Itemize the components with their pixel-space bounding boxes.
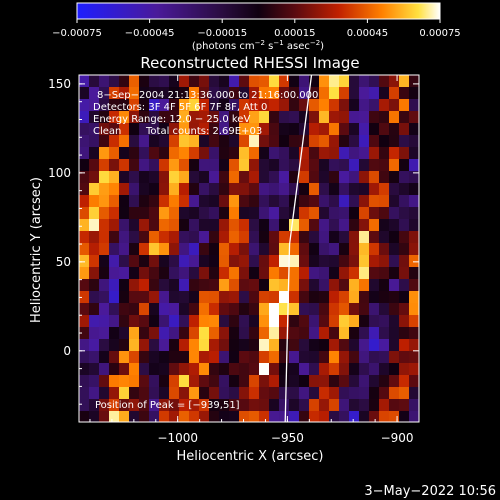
plot-frame [78,74,420,423]
colorbar-tick-label: −0.00045 [125,28,175,39]
colorbar-tick-label: 0.00015 [274,28,315,39]
colorbar-tick-label: 0.00045 [347,28,388,39]
colorbar-tick-label: −0.00015 [197,28,247,39]
annotation-detectors: Detectors: 3F 4F 5F 6F 7F 8F, Att 0 [93,102,267,113]
annotation-peak: Position of Peak = [−939,51] [95,400,240,411]
heatmap [79,75,419,422]
colorbar-units: (photons cm−2 s−1 asec−2) [192,39,324,52]
y-tick-label: 100 [48,166,71,180]
footer-timestamp: 3−May−2022 10:56 [364,484,496,499]
colorbar-ticks: −0.00075 −0.00045 −0.00015 0.00015 0.00045 0.… [52,19,461,39]
y-tick-label: 0 [63,344,71,358]
annotation-time-range: 8−Sep−2004 21:13:36.000 to 21:16:00.000 [97,90,318,101]
y-axis-label: Heliocentric Y (arcsec) [29,177,44,323]
solar-limb-line [284,75,313,422]
colorbar-tick-label: 0.00075 [419,28,460,39]
axis-ticks: −1000 −950 −900 0 50 100 150 [48,75,420,445]
colorbar [77,3,440,19]
annotation-energy: Energy Range: 12.0 − 25.0 keV [93,114,250,125]
colorbar-frame [76,2,441,20]
x-tick-label: −900 [381,431,414,445]
y-tick-label: 150 [48,77,71,91]
x-tick-label: −950 [271,431,304,445]
annotation-method: Clean [93,126,121,137]
y-tick-label: 50 [56,255,71,269]
x-axis-label: Heliocentric X (arcsec) [177,449,324,464]
colorbar-tick-label: −0.00075 [52,28,102,39]
x-tick-label: −1000 [157,431,198,445]
annotation-total-counts: Total counts: 2.69E+03 [145,126,262,137]
chart-title: Reconstructed RHESSI Image [140,54,359,72]
